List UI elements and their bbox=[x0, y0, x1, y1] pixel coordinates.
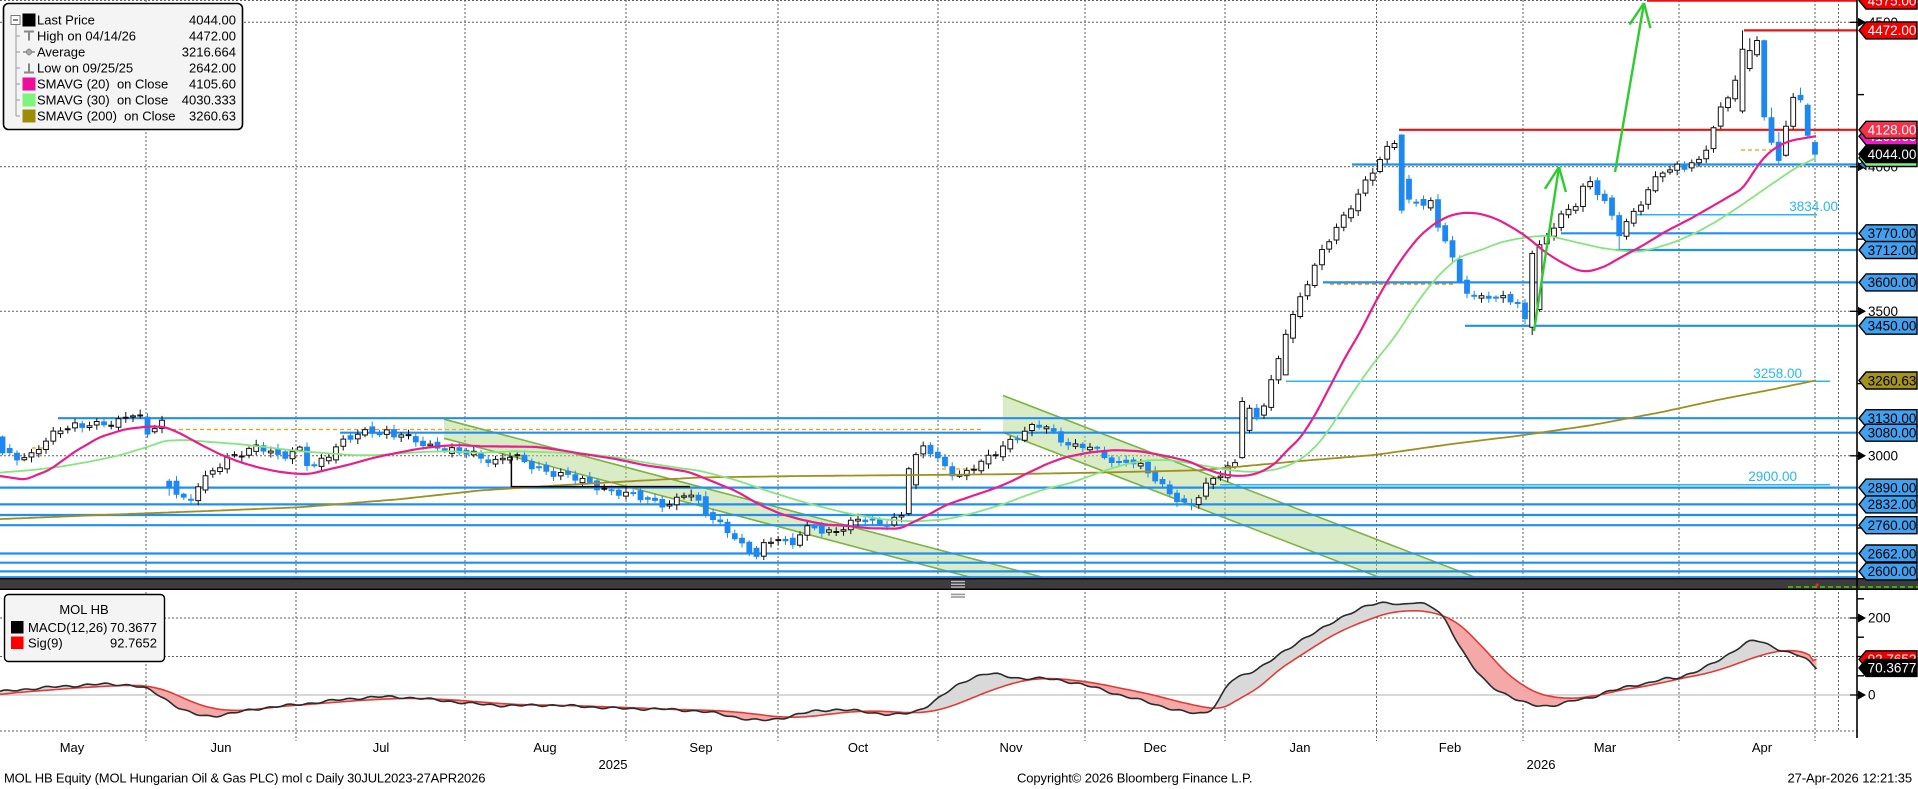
svg-text:2900.00: 2900.00 bbox=[1748, 469, 1797, 484]
svg-text:MOL HB: MOL HB bbox=[59, 602, 108, 617]
svg-text:Sig(9): Sig(9) bbox=[28, 636, 63, 651]
svg-text:Apr: Apr bbox=[1752, 740, 1773, 755]
svg-text:Jun: Jun bbox=[211, 740, 232, 755]
svg-text:70.3677: 70.3677 bbox=[1868, 661, 1917, 676]
svg-text:Mar: Mar bbox=[1594, 740, 1617, 755]
svg-text:4044.00: 4044.00 bbox=[1868, 147, 1917, 162]
svg-text:2026: 2026 bbox=[1527, 757, 1556, 772]
svg-text:4030.333: 4030.333 bbox=[182, 93, 236, 108]
svg-text:Last Price: Last Price bbox=[37, 13, 95, 28]
svg-text:MACD(12,26): MACD(12,26) bbox=[28, 620, 107, 635]
svg-text:27-Apr-2026 12:21:35: 27-Apr-2026 12:21:35 bbox=[1788, 771, 1912, 786]
svg-text:Aug: Aug bbox=[533, 740, 556, 755]
svg-text:Dec: Dec bbox=[1143, 740, 1167, 755]
svg-text:3130.00: 3130.00 bbox=[1868, 411, 1917, 426]
svg-text:3770.00: 3770.00 bbox=[1868, 226, 1917, 241]
svg-text:3000: 3000 bbox=[1868, 448, 1898, 463]
svg-text:4575.00: 4575.00 bbox=[1868, 0, 1917, 8]
svg-text:2662.00: 2662.00 bbox=[1868, 546, 1917, 561]
svg-text:Jul: Jul bbox=[373, 740, 390, 755]
svg-text:Low on 09/25/25: Low on 09/25/25 bbox=[37, 61, 133, 76]
svg-text:2760.00: 2760.00 bbox=[1868, 518, 1917, 533]
svg-text:SMAVG (30) on Close: SMAVG (30) on Close bbox=[37, 93, 168, 108]
svg-text:200: 200 bbox=[1868, 611, 1891, 626]
svg-text:Nov: Nov bbox=[999, 740, 1023, 755]
svg-text:Jan: Jan bbox=[1290, 740, 1311, 755]
svg-text:3712.00: 3712.00 bbox=[1868, 243, 1917, 258]
svg-text:High on 04/14/26: High on 04/14/26 bbox=[37, 29, 136, 44]
svg-text:3450.00: 3450.00 bbox=[1868, 319, 1917, 334]
svg-text:3600.00: 3600.00 bbox=[1868, 275, 1917, 290]
svg-text:4044.00: 4044.00 bbox=[189, 13, 236, 28]
svg-text:2642.00: 2642.00 bbox=[189, 61, 236, 76]
svg-text:0: 0 bbox=[1868, 688, 1876, 703]
svg-text:SMAVG (20) on Close: SMAVG (20) on Close bbox=[37, 77, 168, 92]
svg-text:3260.63: 3260.63 bbox=[1868, 373, 1917, 388]
svg-text:2025: 2025 bbox=[599, 757, 628, 772]
svg-text:Oct: Oct bbox=[848, 740, 869, 755]
svg-text:4105.60: 4105.60 bbox=[189, 77, 236, 92]
svg-text:SMAVG (200) on Close: SMAVG (200) on Close bbox=[37, 109, 175, 124]
svg-text:70.3677: 70.3677 bbox=[110, 620, 157, 635]
svg-text:Sep: Sep bbox=[689, 740, 712, 755]
svg-text:2832.00: 2832.00 bbox=[1868, 497, 1917, 512]
svg-text:Copyright© 2026 Bloomberg Fina: Copyright© 2026 Bloomberg Finance L.P. bbox=[1017, 771, 1252, 786]
svg-text:3258.00: 3258.00 bbox=[1753, 366, 1802, 381]
svg-text:Average: Average bbox=[37, 45, 85, 60]
svg-text:3260.63: 3260.63 bbox=[189, 109, 236, 124]
svg-text:May: May bbox=[60, 740, 85, 755]
svg-text:3216.664: 3216.664 bbox=[182, 45, 236, 60]
svg-text:3500: 3500 bbox=[1868, 304, 1898, 319]
svg-text:3080.00: 3080.00 bbox=[1868, 426, 1917, 441]
svg-text:2890.00: 2890.00 bbox=[1868, 480, 1917, 495]
svg-text:4128.00: 4128.00 bbox=[1868, 123, 1917, 138]
svg-text:4472.00: 4472.00 bbox=[1868, 23, 1917, 38]
svg-text:MOL HB Equity (MOL Hungarian O: MOL HB Equity (MOL Hungarian Oil & Gas P… bbox=[4, 771, 485, 786]
svg-text:3834.00: 3834.00 bbox=[1789, 199, 1838, 214]
svg-text:Feb: Feb bbox=[1439, 740, 1461, 755]
svg-text:4472.00: 4472.00 bbox=[189, 29, 236, 44]
svg-text:92.7652: 92.7652 bbox=[110, 636, 157, 651]
svg-text:2600.00: 2600.00 bbox=[1868, 564, 1917, 579]
